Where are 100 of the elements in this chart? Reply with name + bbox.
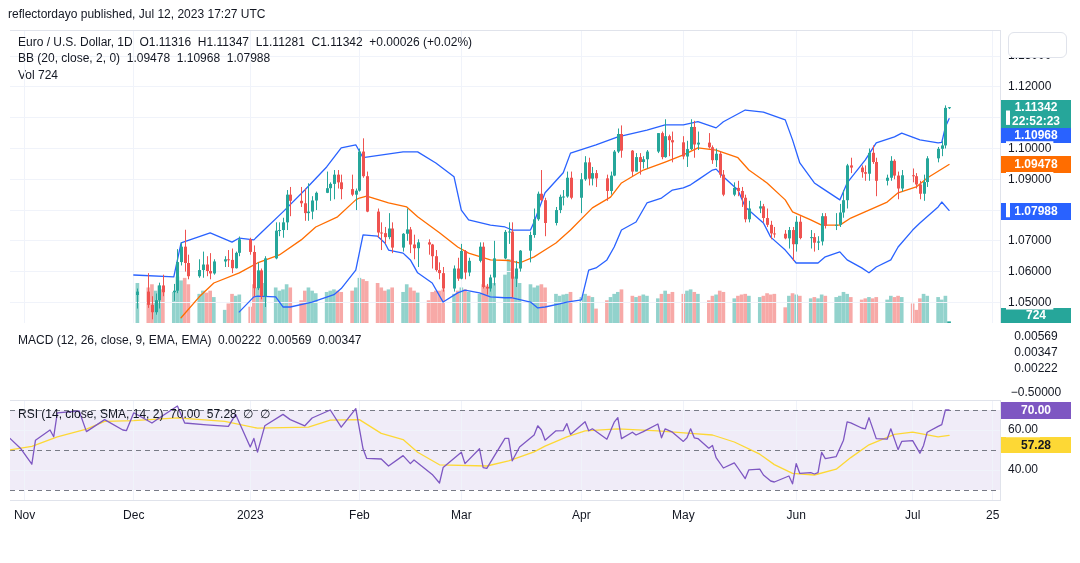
candlestick bbox=[584, 155, 587, 182]
text: reflectordayo published, Jul 12, 2023 17:27 UTC bbox=[8, 6, 266, 22]
candlestick bbox=[635, 152, 638, 173]
candlestick bbox=[333, 169, 336, 200]
bar bbox=[328, 290, 333, 323]
candlestick bbox=[479, 241, 482, 263]
x-tick-label: Feb bbox=[349, 507, 371, 522]
candlestick bbox=[748, 200, 751, 223]
candlestick bbox=[289, 186, 292, 217]
candlestick bbox=[304, 188, 307, 222]
bar bbox=[554, 293, 558, 323]
candlestick bbox=[562, 189, 565, 206]
bar bbox=[532, 287, 536, 323]
bar bbox=[302, 290, 307, 323]
candlestick bbox=[617, 127, 620, 154]
bar bbox=[313, 293, 318, 323]
bar bbox=[939, 299, 944, 323]
bar bbox=[492, 282, 496, 323]
candlestick bbox=[566, 171, 569, 199]
bar bbox=[390, 287, 394, 323]
candlestick bbox=[464, 249, 467, 280]
bar bbox=[663, 290, 667, 323]
bar bbox=[535, 285, 540, 323]
candlestick bbox=[468, 257, 471, 277]
candlestick bbox=[540, 169, 543, 202]
y-tick-label: 1.10000 bbox=[1008, 140, 1052, 155]
bar bbox=[816, 298, 820, 323]
bar bbox=[364, 281, 369, 323]
bar bbox=[845, 293, 849, 323]
chart-title: Euro / U.S. Dollar, 1D O1.11316 H1.11347 L1.11281 C1.11342 +0.00026 (+0.02%) bbox=[18, 34, 473, 50]
bar bbox=[714, 294, 718, 323]
candlestick bbox=[631, 149, 634, 177]
x-tick-label: Dec bbox=[123, 507, 145, 522]
x-tick-label: Nov bbox=[13, 507, 36, 522]
x-tick-label: Apr bbox=[572, 507, 591, 522]
candlestick bbox=[591, 166, 594, 186]
bar bbox=[925, 295, 930, 323]
bar bbox=[404, 284, 409, 323]
candlestick bbox=[544, 197, 547, 237]
candlestick bbox=[529, 231, 532, 263]
bar bbox=[747, 295, 751, 323]
text: 1.10968 bbox=[1014, 128, 1059, 143]
candlestick bbox=[620, 124, 623, 159]
bar bbox=[732, 298, 737, 323]
candlestick bbox=[868, 147, 871, 182]
bar bbox=[586, 295, 591, 323]
candlestick bbox=[311, 195, 314, 220]
bar bbox=[899, 297, 904, 323]
bar bbox=[361, 279, 365, 323]
bar bbox=[383, 290, 387, 323]
x-tick-label: 25 bbox=[986, 507, 1000, 522]
candlestick bbox=[417, 238, 420, 268]
text: 0.00569 bbox=[1014, 328, 1059, 343]
candlestick bbox=[795, 215, 798, 253]
candlestick bbox=[686, 140, 689, 168]
bar bbox=[561, 294, 566, 323]
candlestick bbox=[198, 258, 201, 279]
text: 22:52:23 bbox=[1011, 113, 1061, 128]
bar bbox=[182, 277, 187, 323]
candlestick bbox=[180, 241, 183, 266]
bar bbox=[197, 293, 202, 323]
candlestick bbox=[519, 249, 522, 273]
bar bbox=[208, 290, 213, 323]
bar bbox=[430, 291, 435, 323]
candlestick bbox=[340, 174, 343, 200]
candlestick bbox=[788, 226, 791, 250]
bar bbox=[808, 298, 813, 323]
bar bbox=[656, 298, 660, 323]
candlestick bbox=[835, 212, 838, 231]
bar bbox=[412, 290, 416, 323]
text: 1.09478 bbox=[1014, 157, 1059, 172]
x-tick-label: May bbox=[672, 507, 695, 522]
bar bbox=[896, 295, 900, 323]
bar bbox=[332, 289, 336, 323]
text: 724 bbox=[1025, 308, 1047, 323]
candlestick bbox=[580, 172, 583, 214]
bar bbox=[641, 294, 646, 323]
candlestick bbox=[813, 232, 816, 253]
candlestick bbox=[231, 248, 234, 274]
bar bbox=[222, 309, 227, 323]
text: 0.00347 bbox=[1014, 344, 1059, 359]
bar bbox=[696, 293, 700, 323]
candlestick bbox=[555, 206, 558, 226]
candlestick bbox=[770, 220, 773, 240]
candlestick bbox=[533, 208, 536, 239]
bar bbox=[859, 299, 864, 323]
candlestick bbox=[559, 194, 562, 214]
candlestick bbox=[762, 203, 765, 223]
bar bbox=[834, 297, 839, 323]
candlestick bbox=[657, 132, 660, 154]
bar bbox=[171, 291, 176, 323]
y-tick-label: 1.07000 bbox=[1008, 233, 1052, 248]
text: 57.28 bbox=[1020, 437, 1052, 452]
bar bbox=[888, 295, 893, 323]
bar bbox=[717, 290, 722, 323]
text: 1.11342 bbox=[1014, 99, 1058, 114]
bar bbox=[339, 291, 344, 323]
candlestick bbox=[391, 221, 394, 254]
candlestick bbox=[766, 208, 769, 228]
text: 0.00222 bbox=[1014, 360, 1059, 375]
